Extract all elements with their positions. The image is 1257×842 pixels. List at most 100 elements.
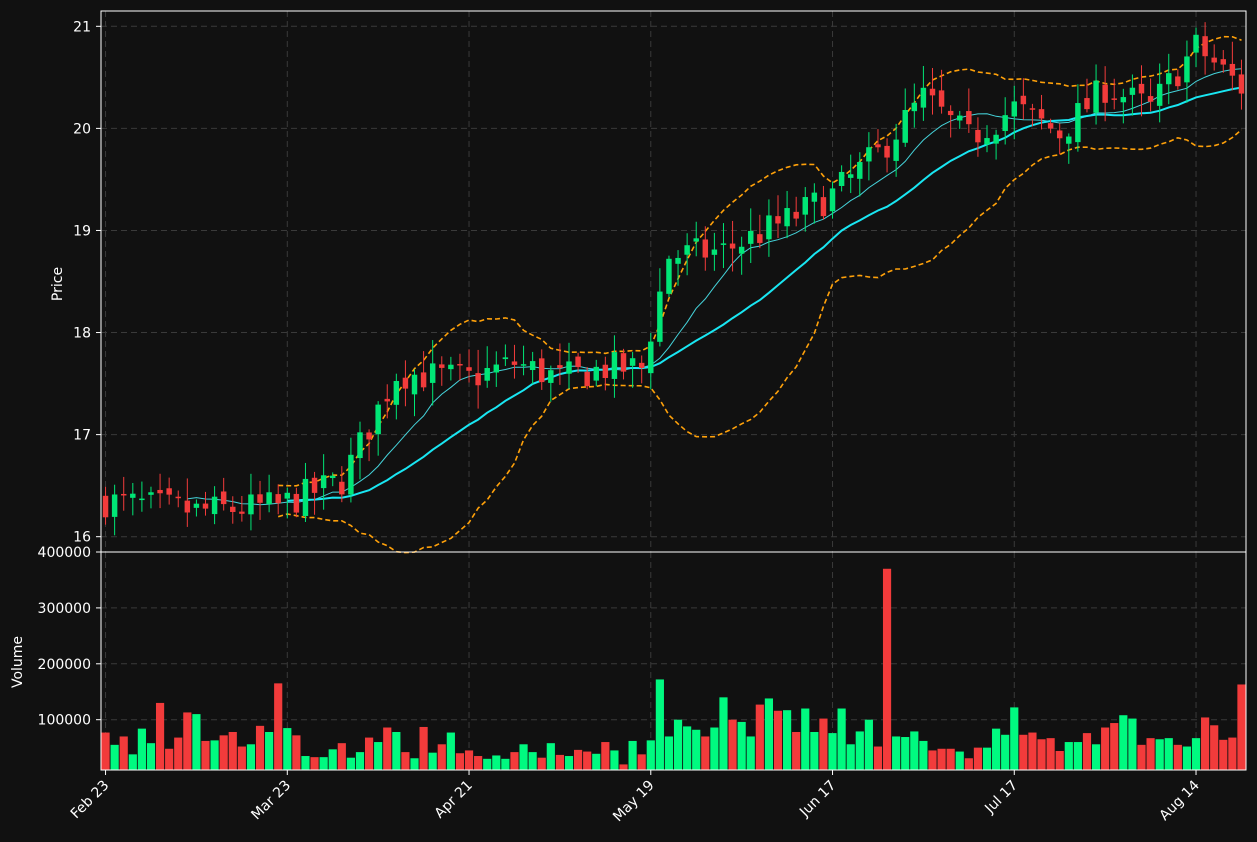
volume-bar bbox=[174, 737, 183, 770]
candle-body bbox=[1193, 34, 1199, 53]
candle bbox=[266, 474, 272, 513]
volume-bar bbox=[964, 758, 973, 770]
candle bbox=[911, 83, 918, 128]
candle-body bbox=[1229, 63, 1236, 76]
volume-bar bbox=[1037, 739, 1046, 770]
candle-body bbox=[529, 361, 536, 371]
candle bbox=[666, 255, 672, 298]
volume-bar bbox=[392, 731, 401, 770]
volume-bar bbox=[973, 747, 983, 770]
candle-body bbox=[175, 496, 181, 499]
candle bbox=[684, 233, 690, 276]
volume-bar bbox=[573, 749, 583, 770]
candle-body bbox=[729, 243, 736, 249]
candle bbox=[866, 132, 872, 181]
volume-bar bbox=[1001, 734, 1010, 770]
candle bbox=[638, 355, 645, 384]
candle bbox=[475, 349, 481, 409]
volume-bar bbox=[1028, 732, 1037, 770]
volume-bar bbox=[455, 753, 465, 770]
volume-bar bbox=[737, 721, 746, 770]
candle bbox=[1011, 85, 1017, 140]
volume-bar bbox=[592, 753, 601, 770]
candle-body bbox=[702, 239, 709, 258]
volume-bar bbox=[374, 742, 383, 770]
candle-body bbox=[411, 374, 418, 395]
candle-body bbox=[193, 503, 200, 508]
candle-body bbox=[775, 216, 781, 224]
candle-body bbox=[711, 249, 718, 255]
volume-bar bbox=[464, 750, 474, 770]
candle-body bbox=[902, 110, 908, 143]
candle bbox=[766, 199, 772, 257]
volume-bar bbox=[1137, 744, 1146, 770]
candle-body bbox=[575, 356, 581, 368]
candle bbox=[984, 125, 990, 153]
volume-bar bbox=[1219, 739, 1228, 770]
candle bbox=[311, 471, 318, 515]
candle bbox=[1184, 40, 1190, 103]
candle bbox=[1066, 133, 1072, 164]
candle-body bbox=[938, 90, 945, 107]
candle bbox=[120, 476, 127, 511]
volume-frame bbox=[100, 551, 1247, 771]
candle-body bbox=[847, 174, 854, 178]
volume-bar bbox=[910, 731, 919, 770]
candle bbox=[729, 220, 736, 272]
volume-bar bbox=[628, 740, 637, 770]
candle bbox=[838, 165, 845, 192]
candle-body bbox=[993, 134, 999, 144]
candle bbox=[1084, 78, 1090, 113]
volume-bar bbox=[255, 725, 265, 770]
volume-bar bbox=[728, 719, 737, 770]
candle-body bbox=[139, 498, 145, 501]
candle-body bbox=[893, 139, 899, 161]
candle-body bbox=[1184, 56, 1190, 83]
volume-bar bbox=[1046, 738, 1055, 770]
candle-body bbox=[284, 492, 291, 499]
volume-bar bbox=[183, 712, 192, 770]
volume-bar bbox=[419, 726, 428, 770]
candle bbox=[529, 351, 536, 385]
candle bbox=[275, 484, 281, 515]
candle-body bbox=[120, 493, 127, 496]
volume-bar bbox=[646, 740, 655, 770]
volume-bar bbox=[992, 728, 1001, 770]
candle-body bbox=[802, 197, 808, 215]
candle bbox=[857, 152, 863, 197]
candle bbox=[384, 384, 390, 419]
candle bbox=[1138, 65, 1145, 117]
volume-bar bbox=[837, 708, 846, 770]
candle bbox=[993, 129, 999, 160]
volume-bar bbox=[755, 704, 764, 770]
candle bbox=[875, 129, 881, 153]
candle bbox=[1002, 97, 1008, 145]
candle-body bbox=[1066, 136, 1072, 144]
candle-body bbox=[166, 488, 172, 495]
candle-body bbox=[857, 162, 863, 179]
slow-ma-line bbox=[287, 86, 1242, 502]
volume-bar bbox=[265, 731, 274, 770]
candle bbox=[1202, 22, 1208, 75]
volume-tick-label: 200000 bbox=[38, 657, 91, 673]
candle bbox=[320, 454, 327, 510]
candle bbox=[957, 110, 963, 129]
candle bbox=[1056, 123, 1063, 155]
candle-body bbox=[439, 364, 445, 368]
volume-bar bbox=[383, 727, 392, 770]
candle-body bbox=[866, 147, 872, 162]
candle bbox=[775, 195, 781, 239]
candle-body bbox=[157, 489, 163, 494]
candle-body bbox=[257, 494, 263, 503]
candle bbox=[1147, 78, 1154, 112]
volume-bar bbox=[410, 758, 419, 770]
volume-bar bbox=[519, 744, 528, 770]
candle bbox=[657, 268, 663, 347]
price-tick-label: 17 bbox=[73, 428, 91, 444]
volume-bar bbox=[1210, 725, 1219, 770]
candle-body bbox=[666, 258, 672, 294]
candle-body bbox=[975, 129, 981, 143]
candle bbox=[102, 486, 109, 525]
volume-bar bbox=[1010, 707, 1019, 770]
